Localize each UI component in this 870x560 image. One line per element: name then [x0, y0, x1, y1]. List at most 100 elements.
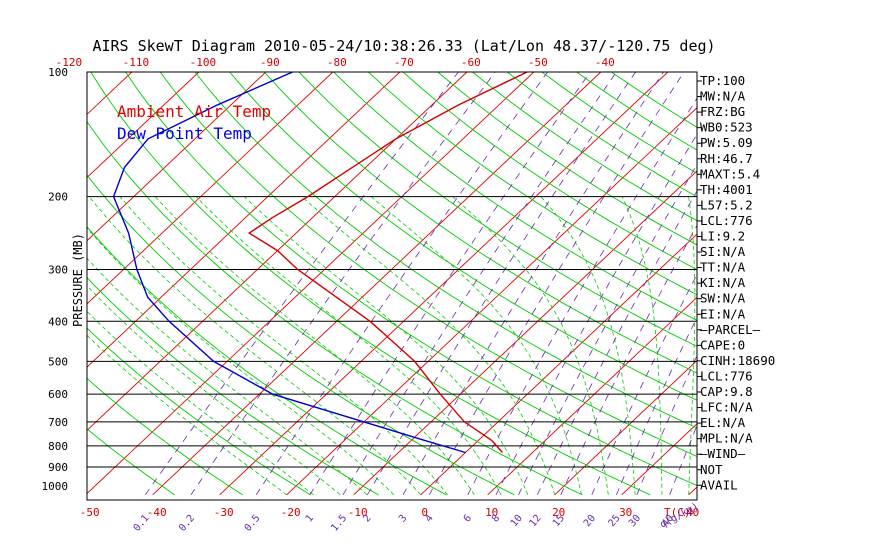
- pressure-tick-label: 400: [48, 315, 68, 328]
- index-item: SI:N/A: [700, 244, 746, 259]
- isotherm-line: [87, 72, 468, 431]
- dry-adiabat-line: [87, 428, 175, 496]
- isotherm-line: [286, 107, 697, 496]
- pressure-tick-label: 1000: [42, 480, 69, 493]
- profile-series: [112, 72, 528, 454]
- mixing-ratio-line: [190, 72, 496, 496]
- index-item: SW:N/A: [700, 291, 746, 306]
- dry-adiabat-line: [87, 327, 311, 496]
- mixing-ratio-line: [144, 72, 459, 496]
- bottom-temp-tick-label: -30: [214, 506, 234, 519]
- top-temp-tick-label: -40: [595, 56, 615, 69]
- pressure-tick-label: 200: [48, 191, 68, 204]
- mixing-ratio-tick-label: 1.5: [329, 513, 349, 534]
- dry-adiabat-line: [87, 377, 243, 496]
- moist-adiabat-line: [540, 196, 636, 495]
- chart-title: AIRS SkewT Diagram 2010-05-24/10:38:26.3…: [92, 37, 715, 55]
- moist-adiabat-line: [87, 334, 287, 496]
- top-temp-tick-label: -50: [528, 56, 548, 69]
- mixing-ratio-line: [309, 72, 591, 496]
- dry-adiabat-line: [402, 72, 697, 271]
- top-temp-tick-label: -110: [123, 56, 150, 69]
- index-item: TT:N/A: [700, 260, 746, 275]
- isotherm-line: [219, 72, 669, 496]
- pressure-tick-label: 100: [48, 66, 68, 79]
- index-item: LI:9.2: [700, 229, 745, 244]
- dry-adiabat-line: [159, 72, 697, 457]
- background-lines: [0, 72, 870, 496]
- pressure-tick-label: 500: [48, 355, 68, 368]
- moist-adiabat-line: [688, 196, 696, 495]
- isotherm-line: [87, 72, 200, 179]
- moist-adiabat-line: [88, 196, 421, 496]
- index-item: WB0:523: [700, 120, 753, 135]
- dry-adiabat-line: [87, 174, 515, 496]
- index-item: AVAIL: [700, 477, 738, 492]
- isotherm-line: [87, 72, 535, 495]
- pressure-axis: 100 200 300 400 500 600 700 800 900 1000: [42, 66, 69, 493]
- index-item: EL:N/A: [700, 415, 746, 430]
- dry-adiabat-line: [87, 277, 379, 496]
- bottom-temp-tick-label: -20: [281, 506, 301, 519]
- top-temperature-axis: -120 -110 -100 -90 -80 -70 -60 -50 -40: [56, 56, 615, 69]
- mixing-ratio-tick-label: 2: [361, 513, 373, 525]
- mixing-ratio-tick-label: 6: [462, 513, 474, 525]
- isotherm-line: [756, 72, 870, 495]
- index-item: EI:N/A: [700, 306, 746, 321]
- pressure-tick-label: 600: [48, 388, 68, 401]
- moist-adiabat-line: [119, 196, 448, 496]
- index-item: —PARCEL—: [700, 322, 761, 337]
- isotherm-line: [87, 72, 133, 115]
- dry-adiabat-line: [87, 120, 583, 496]
- mixing-ratio-tick-label: 8: [490, 513, 502, 525]
- isotherm-line: [87, 72, 334, 305]
- top-temp-tick-label: -60: [461, 56, 481, 69]
- isobar-gridlines: [87, 196, 697, 468]
- mixing-ratio-tick-label: 10: [509, 513, 525, 529]
- bottom-temp-tick-label: -40: [147, 506, 167, 519]
- mixing-ratio-tick-label: 4: [423, 513, 435, 525]
- mixing-ratio-line: [591, 273, 697, 495]
- mixing-ratio-line: [255, 72, 548, 496]
- index-item: KI:N/A: [700, 275, 746, 290]
- mixing-ratio-line: [560, 224, 697, 495]
- dry-adiabat-line: [437, 72, 697, 246]
- top-temp-tick-label: -90: [260, 56, 280, 69]
- mixing-ratio-line: [636, 354, 697, 495]
- mixing-ratio-line: [616, 316, 697, 495]
- mixing-ratio-tick-label: 12: [528, 513, 544, 529]
- index-item: —WIND—: [700, 446, 746, 461]
- ambient-air-temp-line: [247, 72, 528, 453]
- isotherm-line: [0, 72, 65, 495]
- temperature-unit-label: T(C): [664, 506, 691, 519]
- index-item: LFC:N/A: [700, 400, 753, 415]
- bottom-temp-tick-label: 0: [421, 506, 428, 519]
- dry-adiabat-line: [333, 72, 697, 321]
- dry-adiabat-line: [87, 226, 447, 496]
- moist-adiabat-line: [87, 227, 395, 496]
- index-item: L57:5.2: [700, 197, 753, 212]
- dry-adiabat-line: [194, 72, 697, 429]
- y-axis-label: PRESSURE (MB): [71, 233, 85, 327]
- bottom-temperature-axis: -50 -40 -30 -20 -10 0 10 20 30 40T(C): [80, 506, 700, 519]
- index-item: CAPE:0: [700, 337, 745, 352]
- index-item: CINH:18690: [700, 353, 775, 368]
- moist-adiabat-line: [87, 310, 314, 496]
- moist-adiabat-line: [301, 196, 556, 495]
- bottom-temp-tick-label: 30: [619, 506, 632, 519]
- mixing-ratio-tick-label: 3: [397, 513, 409, 525]
- moist-adiabat-line: [154, 196, 475, 496]
- pressure-tick-label: 300: [48, 264, 68, 277]
- mixing-ratio-tick-label: 20: [582, 513, 598, 529]
- pressure-tick-label: 900: [48, 461, 68, 474]
- index-item: TP:100: [700, 73, 745, 88]
- bottom-temp-tick-label: -50: [80, 506, 100, 519]
- dew-point-temp-line: [112, 72, 466, 454]
- index-item: NOT: [700, 462, 723, 477]
- bottom-temp-tick-label: 20: [552, 506, 565, 519]
- bottom-temp-tick-label: 10: [485, 506, 498, 519]
- pressure-tick-label: 800: [48, 440, 68, 453]
- mixing-ratio-line: [669, 424, 697, 495]
- top-temp-tick-label: -80: [327, 56, 347, 69]
